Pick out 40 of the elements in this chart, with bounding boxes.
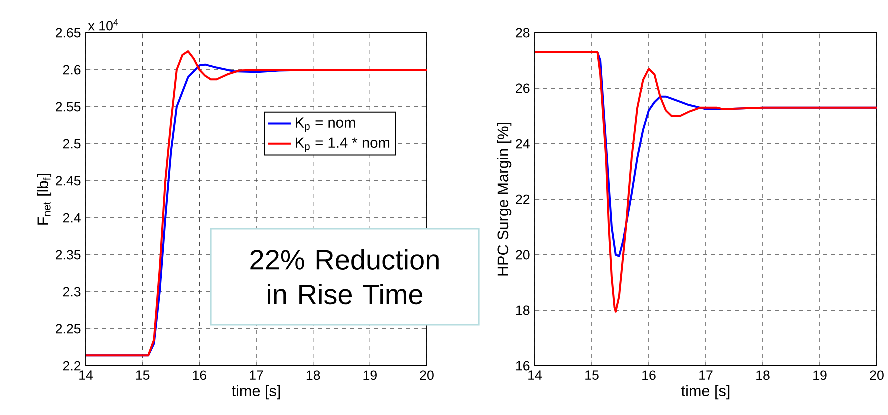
x-tick-label: 14: [80, 370, 94, 380]
x-tick-label: 16: [193, 370, 207, 380]
y-tick-label: 2.35: [56, 250, 81, 260]
x-tick-label: 17: [700, 370, 713, 380]
x-tick-label: 19: [364, 370, 377, 380]
x-tick-label: 16: [642, 370, 656, 380]
y-tick-label: 24: [516, 139, 530, 149]
y-tick-label: 20: [516, 250, 530, 260]
y-tick-label: 18: [516, 306, 530, 316]
y-tick-label: 26: [516, 84, 530, 94]
legend-label: K$_{p}$ = nom: [296, 118, 356, 132]
y-tick-label: 2.5: [63, 139, 81, 149]
x-tick-label: 15: [136, 370, 150, 380]
x-tick-label: 15: [586, 370, 599, 380]
y-tick-label: 22: [516, 194, 530, 204]
x-tick-label: 17: [250, 370, 264, 380]
x-tick-label: 18: [756, 370, 770, 380]
y-tick-label: 2.55: [56, 102, 81, 112]
y-tick-label: 2.45: [56, 176, 81, 186]
legend-label: K$_{p}$ = 1.4 * nom: [296, 138, 390, 152]
y-tick-label: 28: [516, 28, 530, 38]
y-tick-label: 2.3: [63, 287, 81, 297]
x-tick-label: 18: [306, 370, 320, 380]
y-tick-label: 2.65: [56, 28, 81, 38]
y-axis-title: HPC Surge Margin [%]: [497, 123, 512, 276]
x-tick-label: 14: [528, 370, 542, 380]
y-tick-label: 2.25: [56, 324, 81, 334]
text: x 10$^{4}$: [88, 19, 118, 31]
x-axis-title: time [s]: [682, 385, 730, 400]
y-tick-label: 2.6: [63, 65, 81, 75]
y-axis-title: F$_{net}$ [lb$_{f}$]: [37, 174, 52, 225]
y-tick-label: 2.4: [63, 213, 81, 223]
x-tick-label: 20: [870, 370, 884, 380]
x-tick-label: 19: [814, 370, 827, 380]
x-tick-label: 20: [420, 370, 434, 380]
x-axis-title: time [s]: [232, 385, 280, 400]
y-tick-label: 16: [516, 361, 530, 371]
line-series: [535, 51, 877, 313]
y-tick-label: 2.2: [63, 361, 81, 371]
annotation: 22% Reduction in Rise Time: [250, 249, 439, 305]
